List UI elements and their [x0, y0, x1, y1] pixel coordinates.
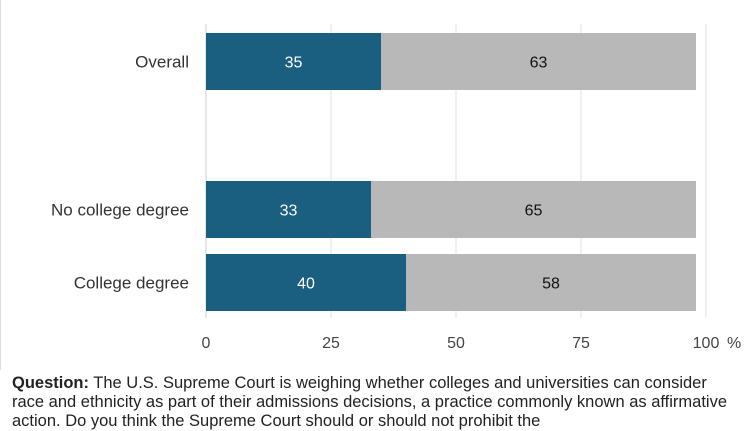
caption-text: The U.S. Supreme Court is weighing wheth… [12, 374, 728, 430]
question-caption: Question: The U.S. Supreme Court is weig… [12, 374, 742, 431]
bar-value-label: 58 [542, 276, 560, 293]
x-tick-label: 50 [447, 335, 465, 352]
bar-segment [206, 254, 406, 311]
category-labels: Overall No college degree College degree [51, 53, 189, 293]
stacked-bar-chart: 35 63 33 65 40 58 Overall No college degree Col… [0, 0, 742, 370]
category-label: College degree [74, 274, 189, 293]
bar-segment [371, 181, 696, 238]
bar-value-label: 35 [285, 55, 303, 72]
bars: 35 63 33 65 40 58 [206, 33, 696, 311]
bar-segment [206, 33, 381, 90]
x-unit-label: % [727, 335, 741, 352]
x-tick-label: 25 [322, 335, 340, 352]
bar-value-label: 65 [525, 203, 543, 220]
x-tick-label: 75 [572, 335, 590, 352]
x-tick-label: 100 [693, 335, 720, 352]
bar-segment [381, 33, 696, 90]
bar-value-label: 33 [280, 203, 298, 220]
bar-segment [206, 181, 371, 238]
caption-lead: Question: [12, 374, 89, 392]
bar-value-label: 63 [530, 55, 548, 72]
bar-segment [406, 254, 696, 311]
category-label: No college degree [51, 201, 189, 220]
x-axis-ticks: 0 25 50 75 100% [202, 335, 742, 352]
category-label: Overall [135, 53, 189, 72]
bar-value-label: 40 [297, 276, 315, 293]
x-tick-label: 0 [202, 335, 211, 352]
